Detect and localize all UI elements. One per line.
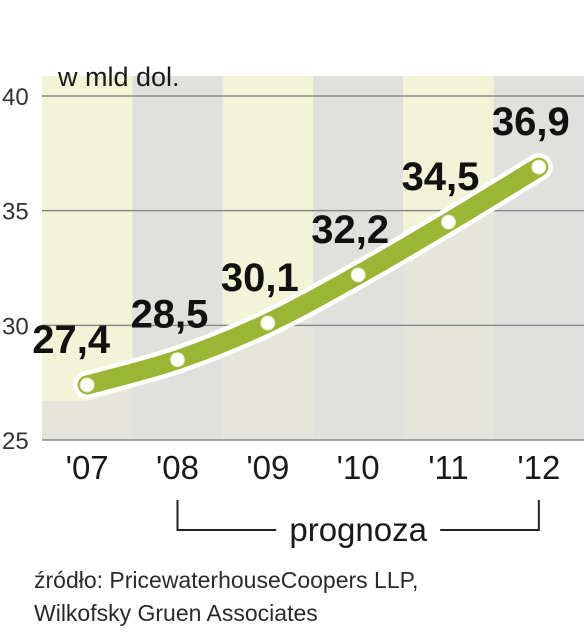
data-label-3: 32,2: [311, 208, 389, 252]
y-axis-unit-label: w mld dol.: [57, 62, 180, 92]
source-line-2: Wilkofsky Gruen Associates: [34, 600, 318, 626]
forecast-bracket-left: [176, 500, 277, 531]
source-line-1: źródło: PricewaterhouseCoopers LLP,: [34, 567, 419, 593]
x-axis-ticks: '07 '08 '09 '10 '11 '12: [66, 449, 561, 486]
data-point-1: [170, 352, 185, 368]
data-label-4: 34,5: [402, 155, 480, 199]
data-point-5: [531, 159, 547, 175]
x-tick-label-4: '11: [428, 449, 469, 486]
data-point-4: [441, 214, 456, 230]
y-axis-ticks: 25 30 35 40: [2, 84, 29, 455]
source-note: źródło: PricewaterhouseCoopers LLP, Wilk…: [34, 564, 418, 630]
trend-area: [42, 171, 584, 440]
x-tick-label-2: '09: [246, 449, 289, 486]
data-labels: 27,4 28,5 30,1 32,2 34,5 36,9: [32, 100, 570, 362]
forecast-label: prognoza: [289, 511, 427, 548]
data-point-0: [79, 377, 95, 393]
x-tick-label-0: '07: [66, 449, 109, 486]
y-tick-label-2: 35: [2, 199, 29, 226]
forecast-bracket: prognoza: [176, 500, 540, 548]
forecast-bracket-right: [440, 500, 540, 531]
data-label-2: 30,1: [221, 256, 299, 300]
data-label-0: 27,4: [32, 318, 111, 362]
x-tick-label-3: '10: [337, 449, 380, 486]
area-fill: [42, 171, 584, 440]
x-tick-label-1: '08: [156, 449, 199, 486]
y-tick-label-3: 40: [2, 84, 29, 111]
data-label-5: 36,9: [492, 100, 570, 144]
y-tick-label-1: 30: [2, 313, 29, 340]
data-points: [79, 159, 547, 393]
y-tick-label-0: 25: [2, 428, 29, 455]
revenue-chart: 25 30 35 40 w mld dol. 27,4 28,5 30,1 32,2 34,5…: [2, 62, 584, 548]
data-label-1: 28,5: [131, 293, 209, 337]
x-tick-label-5: '12: [517, 449, 560, 486]
data-point-2: [260, 315, 276, 331]
data-point-3: [350, 267, 366, 283]
